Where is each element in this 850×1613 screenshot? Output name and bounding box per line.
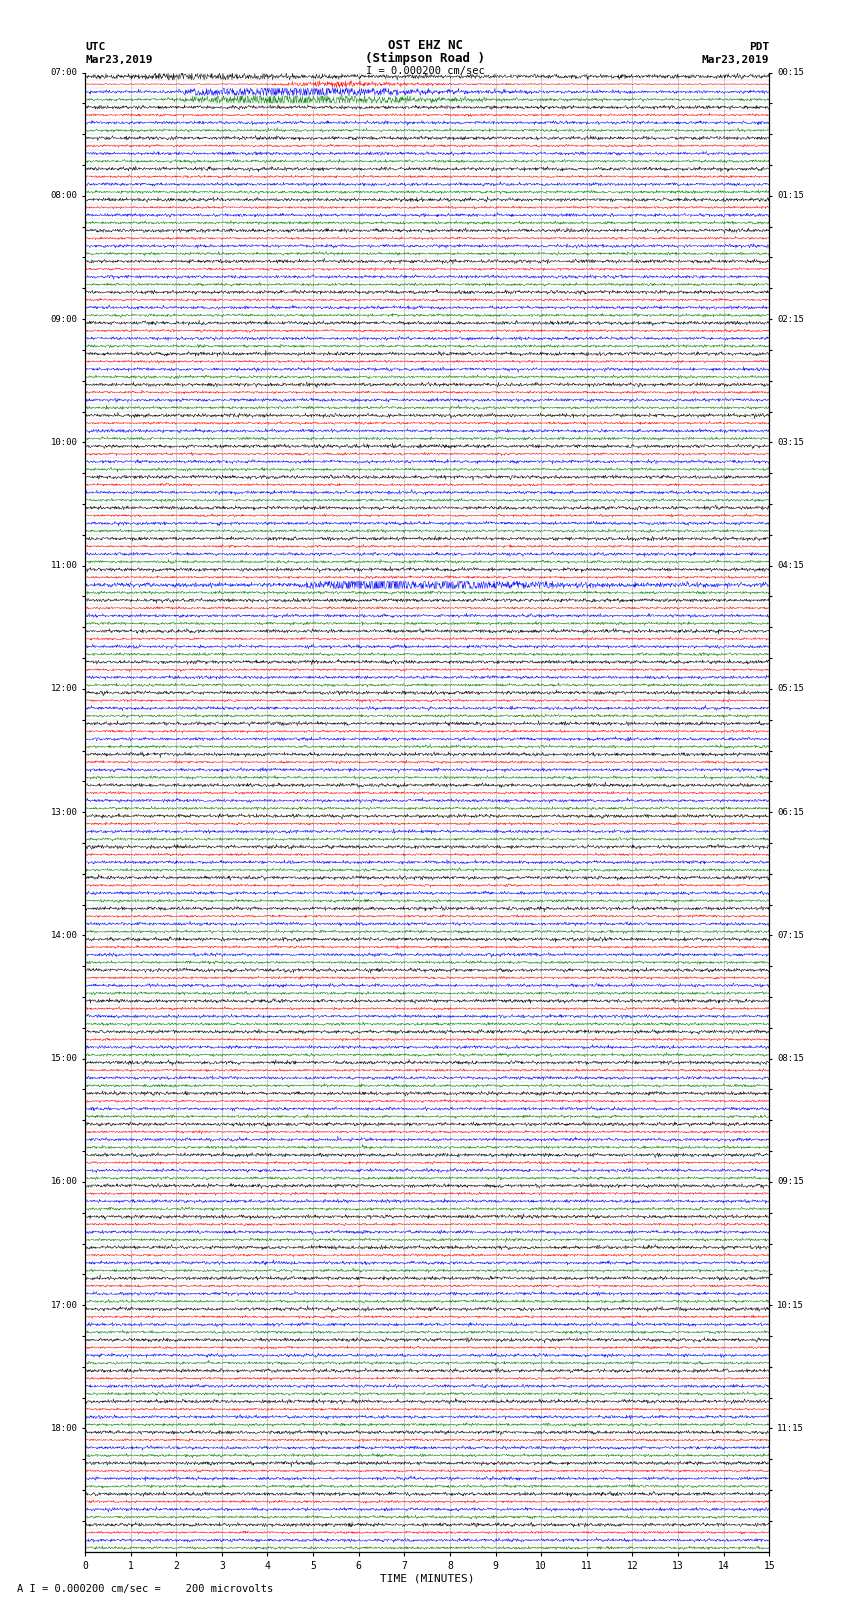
Text: (Stimpson Road ): (Stimpson Road ) [365,52,485,65]
Text: A I = 0.000200 cm/sec =    200 microvolts: A I = 0.000200 cm/sec = 200 microvolts [17,1584,273,1594]
Text: Mar23,2019: Mar23,2019 [85,55,152,65]
X-axis label: TIME (MINUTES): TIME (MINUTES) [380,1574,474,1584]
Text: I = 0.000200 cm/sec: I = 0.000200 cm/sec [366,66,484,76]
Text: PDT: PDT [749,42,769,52]
Text: OST EHZ NC: OST EHZ NC [388,39,462,52]
Text: UTC: UTC [85,42,105,52]
Text: Mar23,2019: Mar23,2019 [702,55,769,65]
